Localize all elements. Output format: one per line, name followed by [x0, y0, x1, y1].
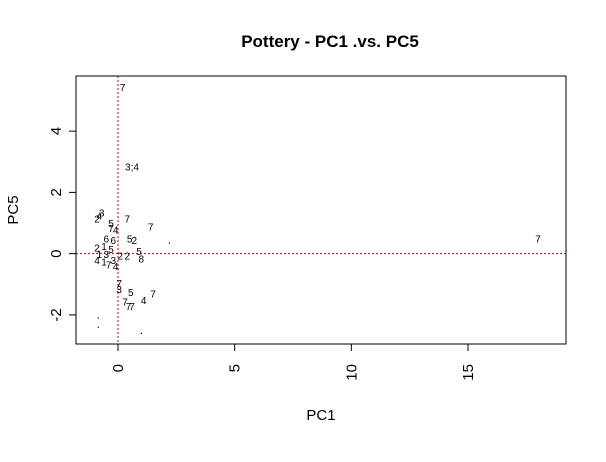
point-label: 5	[127, 235, 133, 246]
point-label: 2	[118, 251, 124, 262]
point-mark	[140, 332, 143, 334]
y-tick-label: 2	[48, 188, 65, 196]
point-label: 4	[113, 262, 119, 273]
point-label: 7	[125, 215, 131, 226]
point-label: 2	[94, 215, 100, 226]
x-tick-label: 0	[110, 364, 127, 372]
y-tick-label: 0	[48, 249, 65, 257]
y-tick-label: 4	[48, 127, 65, 135]
point-label: 7	[106, 261, 112, 272]
point-label: 7	[148, 222, 154, 233]
x-axis-label: PC1	[306, 407, 335, 424]
point-label: 3	[111, 256, 117, 267]
point-label: 7	[126, 302, 132, 313]
x-tick-label: 15	[460, 364, 477, 381]
x-tick-label: 5	[227, 364, 244, 372]
point-mark	[168, 242, 171, 244]
point-label: 4	[141, 296, 147, 307]
point-label: 7	[150, 290, 156, 301]
plot-frame	[75, 75, 567, 345]
point-label: 6	[111, 236, 117, 247]
point-label: 5	[108, 245, 114, 256]
x-axis: 0 5 10 15	[110, 343, 477, 381]
reference-lines	[76, 76, 566, 344]
point-label: 4	[113, 225, 119, 236]
point-mark	[97, 326, 99, 328]
point-label: 1	[97, 250, 103, 261]
point-label: 3	[104, 250, 110, 261]
y-axis-label: PC5	[5, 195, 22, 224]
point-label: 3	[99, 208, 105, 219]
x-tick-label: 10	[343, 364, 360, 381]
point-label: 1	[101, 242, 107, 253]
point-label: 7	[108, 224, 114, 235]
point-label: 3	[116, 285, 122, 296]
point-label: 5	[128, 288, 134, 299]
chart-title: Pottery - PC1 .vs. PC5	[241, 32, 419, 51]
point-label: 5	[108, 219, 114, 230]
y-tick-label: -2	[48, 308, 65, 321]
y-axis: -2 0 2 4	[48, 127, 77, 322]
point-label: 7	[116, 279, 122, 290]
point-label: 8	[139, 254, 145, 265]
point-label: 7	[535, 235, 541, 246]
point-label: 6	[104, 235, 110, 246]
point-label: 2	[94, 244, 100, 255]
point-label: 5	[136, 247, 142, 258]
point-label: 7	[122, 297, 128, 308]
point-label: 3;4	[125, 163, 139, 174]
point-label: 2	[132, 236, 138, 247]
point-label: 7	[129, 302, 135, 313]
point-label: 7	[120, 83, 126, 94]
point-mark	[97, 317, 99, 319]
point-label: 4	[97, 212, 103, 223]
point-label: 1	[101, 257, 107, 268]
point-label: 4	[94, 256, 100, 267]
point-label: 2	[125, 251, 131, 262]
